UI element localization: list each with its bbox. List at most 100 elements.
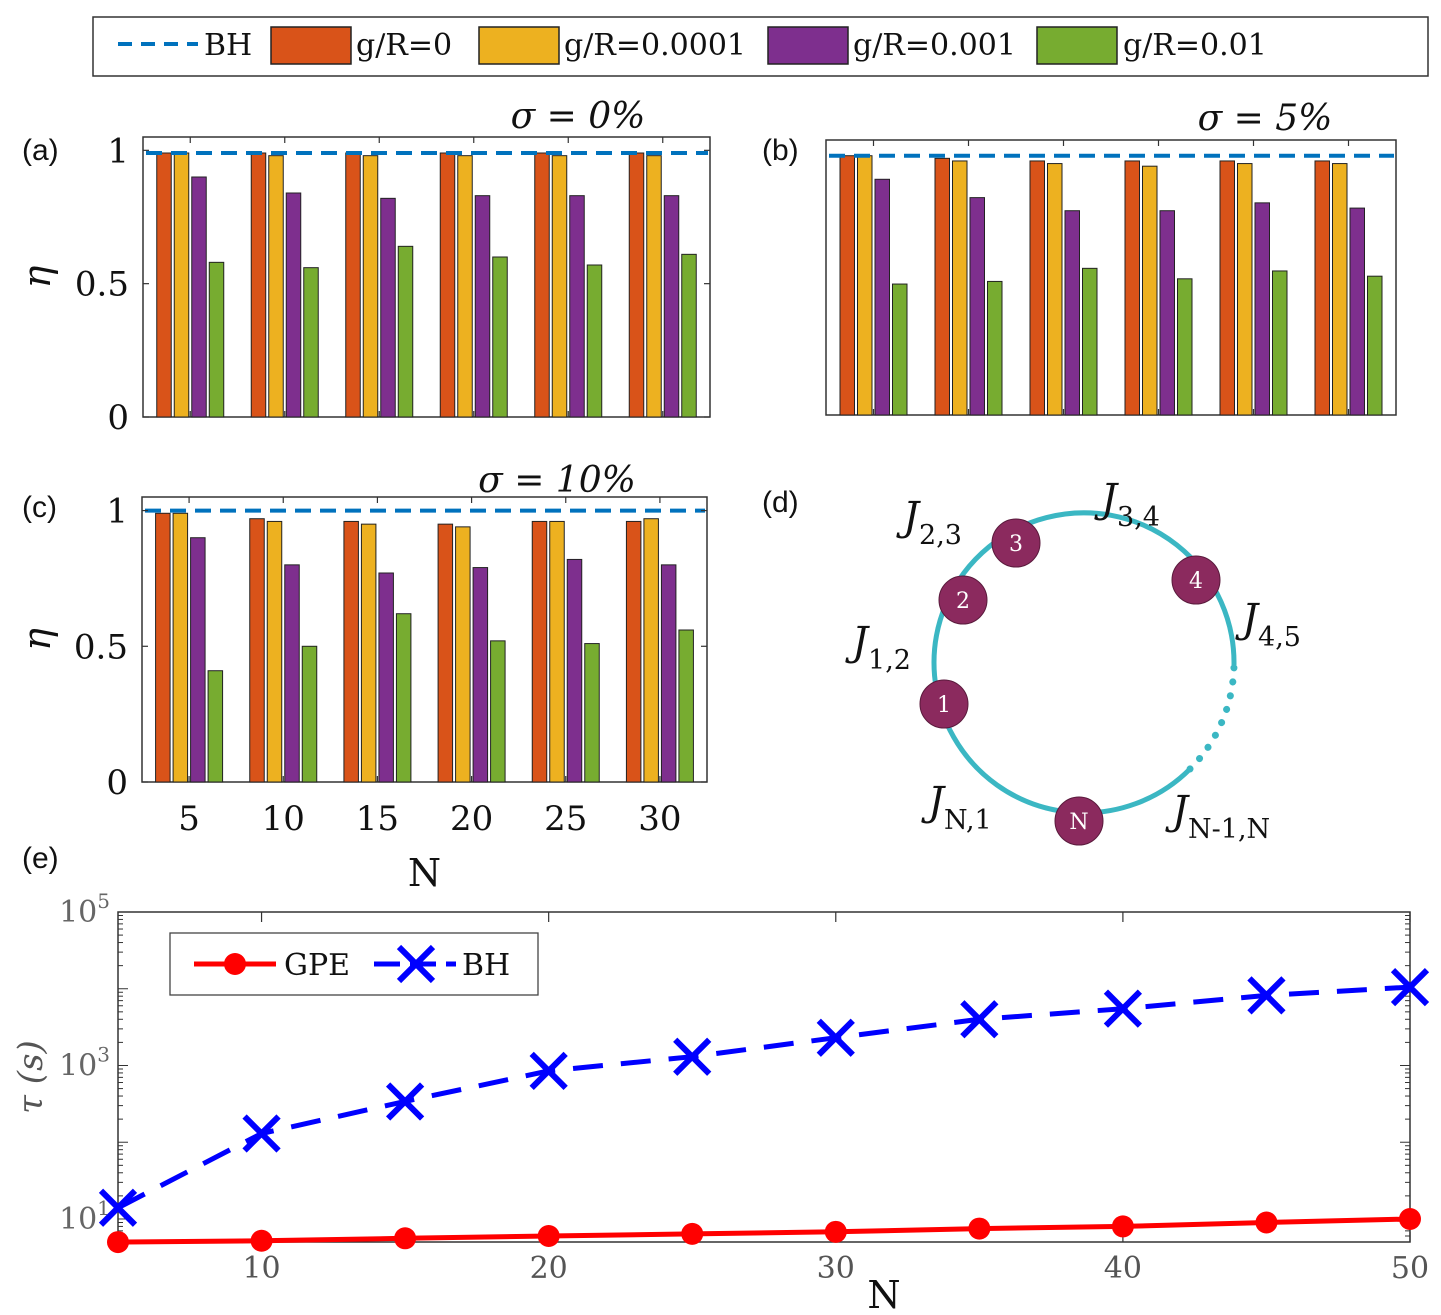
bar-chart-b: σ = 5% [825,98,1397,416]
axes-box-a [142,136,711,418]
y-tick-base-e-0: 10 [59,1202,97,1237]
bar-a-n5-s0 [156,152,172,418]
bar-a-n25-s1 [551,155,568,418]
bar-c-n30-s0 [625,520,642,783]
bar-b-n25-s1 [1237,163,1253,416]
point-bh-35 [960,1000,999,1039]
legend-marker-bh [396,944,436,984]
bar-b-n15-s1 [1047,163,1063,416]
bar-c-n25-s0 [531,520,548,783]
bar-b-n5-s1 [857,155,873,416]
bar-a-n20-s1 [457,155,473,418]
legend-label-bh-e: BH [462,948,510,983]
bar-a-n10-s2 [285,192,302,418]
bar-c-n10-s0 [249,518,265,783]
bar-c-n20-s2 [472,567,489,783]
y-axis-label-e: τ (s) [11,1040,51,1114]
y-axis-label-a: η [15,265,59,288]
series-line-gpe [117,1216,1411,1245]
ring-node-1-label: 1 [937,693,951,718]
bar-c-n15-s0 [343,520,359,783]
x-tick-label-c-3: 20 [450,799,493,839]
panel-label-a: (a) [22,134,59,167]
ring-node-4: 4 [1171,555,1221,605]
bar-b-n25-s2 [1254,202,1270,416]
bar-c-n15-s3 [395,613,412,783]
bar-c-n5-s3 [207,670,224,783]
x-tick-label-e-4: 50 [1391,1251,1429,1286]
legend-swatch-gr00001 [478,26,560,65]
chart-title-b: σ = 5% [1198,98,1333,139]
point-gpe-45 [1255,1211,1278,1234]
legend: BH g/R=0 g/R=0.0001 g/R=0.001 g/R=0.01 [92,16,1429,77]
panel-label-c: (c) [22,491,57,524]
bar-c-n25-s2 [566,558,583,783]
bar-a-n15-s3 [397,245,414,418]
ring-node-3-label: 3 [1009,532,1023,557]
ring-node-1: 1 [919,679,969,729]
x-tick-label-c-0: 5 [178,799,200,839]
bar-c-n30-s3 [678,629,694,783]
bar-a-n30-s3 [681,253,697,418]
coupling-jn1n: JN-1,N [1165,788,1270,845]
coupling-j34: J3,4 [1094,476,1160,533]
bar-a-n25-s3 [586,264,603,418]
point-bh-25 [673,1037,712,1076]
bar-a-n30-s1 [646,155,662,418]
y-tick-exp-e-2: 5 [97,889,110,913]
ring-node-2-label: 2 [956,589,970,614]
bar-a-n25-s0 [534,152,550,418]
panel-label-e: (e) [22,842,59,875]
bar-c-n10-s3 [301,645,318,783]
x-axis-label-e: N [867,1273,900,1315]
panel-label-d: (d) [762,486,799,519]
y-tick-label-a-0: 0 [107,398,129,438]
bar-c-n15-s2 [378,572,394,783]
bar-c-n25-s3 [584,643,600,783]
point-gpe-30 [824,1220,847,1243]
bar-b-n10-s0 [934,157,950,416]
bar-a-n15-s1 [362,155,379,418]
point-gpe-15 [394,1227,417,1250]
y-tick-label-e-1: 103 [59,1042,110,1083]
bar-a-n20-s3 [492,256,508,418]
y-tick-base-e-2: 10 [59,895,97,930]
bar-a-n5-s3 [208,261,225,418]
coupling-j12: J1,2 [845,619,911,676]
bar-chart-a: 0 0.5 1 σ = 0% η [15,96,711,438]
bar-b-n5-s0 [839,155,855,416]
bar-c-n15-s1 [360,523,377,783]
bar-b-n25-s3 [1272,270,1288,416]
bar-c-n25-s1 [549,520,565,783]
coupling-j45: J4,5 [1235,596,1301,653]
y-tick-label-c-2: 1 [106,492,128,532]
bar-a-n5-s1 [173,152,190,418]
point-gpe-5 [107,1231,129,1254]
bar-c-n5-s2 [190,537,206,783]
bar-c-n10-s2 [284,564,300,783]
axes-box-c [141,496,708,783]
legend-label-gr001: g/R=0.01 [1123,28,1267,63]
bar-c-n30-s2 [660,564,677,783]
ring-node-4-label: 4 [1189,569,1203,594]
bar-c-n5-s1 [172,512,189,783]
bar-b-n20-s1 [1142,165,1158,416]
point-gpe-35 [968,1217,991,1240]
bar-a-n25-s2 [569,195,585,418]
bar-b-n30-s0 [1314,160,1330,416]
x-tick-label-e-3: 40 [1104,1251,1142,1286]
bar-c-n20-s3 [490,640,506,783]
x-tick-label-c-5: 30 [638,799,681,839]
x-tick-label-e-0: 10 [242,1251,280,1286]
bar-a-n5-s2 [191,176,207,418]
y-tick-exp-e-0: 1 [97,1196,110,1220]
series-line-bh [116,984,1411,1211]
coupling-jn1: JN,1 [921,779,992,836]
legend-bh-label: BH [204,28,252,63]
bar-c-n10-s1 [266,520,283,783]
bar-a-n20-s0 [439,152,456,418]
x-tick-label-c-4: 25 [544,799,587,839]
point-bh-40 [1103,989,1143,1028]
